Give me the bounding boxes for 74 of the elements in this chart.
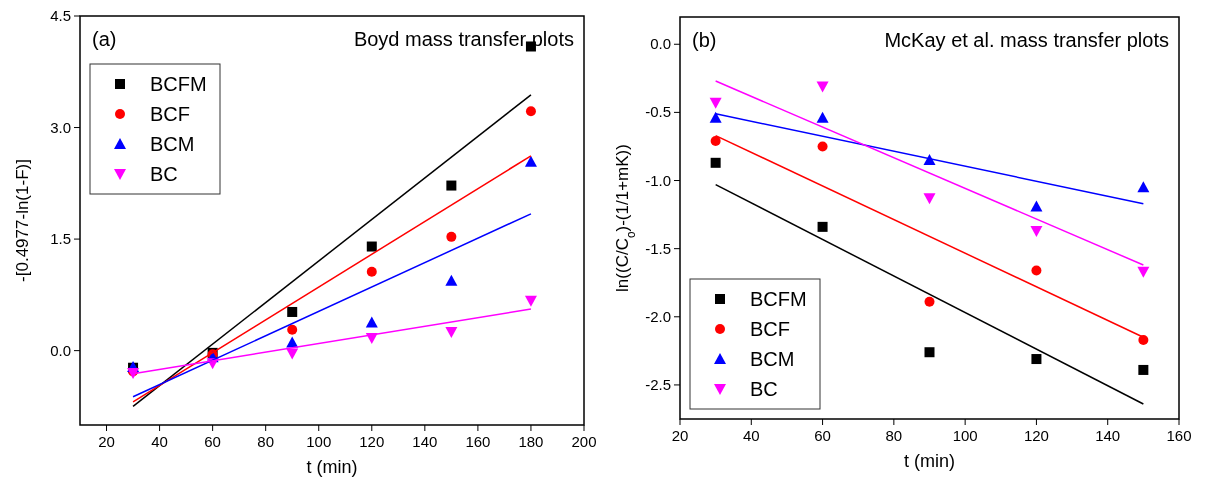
point: [446, 180, 457, 191]
y-tick-label: 0.0: [50, 341, 71, 359]
x-tick-label: 60: [204, 433, 221, 450]
x-axis-title: t (min): [306, 457, 358, 477]
point: [1138, 334, 1149, 345]
x-tick-label: 100: [306, 433, 332, 450]
legend-label: BCF: [750, 318, 790, 340]
legend-label: BCM: [150, 133, 195, 155]
point: [709, 97, 722, 109]
legend-label: BCM: [750, 348, 795, 370]
point: [524, 295, 537, 307]
y-tick-label: -1.5: [645, 239, 671, 257]
point: [816, 81, 829, 93]
point: [1030, 225, 1043, 237]
annotation: (b): [692, 29, 717, 51]
x-tick-label: 140: [1095, 427, 1121, 444]
point: [710, 157, 721, 168]
y-tick-label: 3.0: [50, 118, 71, 136]
annotation: (a): [92, 28, 117, 50]
point: [924, 296, 935, 307]
legend-label: BC: [750, 378, 778, 400]
x-tick-label: 40: [151, 433, 168, 450]
text: McKay et al. mass transfer plots: [884, 29, 1169, 51]
x-tick-label: 120: [1023, 427, 1049, 444]
point: [1031, 265, 1042, 276]
x-axis-title: t (min): [904, 451, 955, 471]
point: [1030, 200, 1043, 212]
x-tick-label: 140: [412, 433, 438, 450]
point: [445, 274, 458, 286]
point: [286, 348, 299, 360]
point: [923, 193, 936, 205]
point: [287, 324, 298, 335]
point: [817, 141, 828, 152]
x-tick-label: 180: [518, 433, 544, 450]
x-tick-label: 20: [98, 433, 115, 450]
point: [1138, 364, 1149, 375]
x-tick-label: 200: [571, 433, 597, 450]
point: [816, 111, 829, 123]
point: [524, 155, 537, 167]
point: [1137, 181, 1150, 193]
x-tick-label: 120: [359, 433, 385, 450]
x-tick-label: 60: [814, 427, 831, 444]
point: [287, 306, 298, 317]
point: [366, 266, 377, 277]
x-tick-label: 20: [671, 427, 689, 444]
point: [1031, 354, 1042, 365]
x-tick-label: 40: [742, 427, 760, 444]
point: [710, 136, 721, 147]
x-tick-label: 80: [885, 427, 903, 444]
x-tick-label: 160: [465, 433, 491, 450]
point: [817, 221, 828, 232]
point: [709, 111, 722, 123]
y-tick-label: -1.0: [645, 171, 671, 189]
point: [445, 327, 458, 339]
point: [365, 316, 378, 328]
y-tick-label: 4.5: [50, 7, 71, 24]
legend-label: BCF: [150, 103, 190, 125]
y-tick-label: -0.5: [645, 103, 671, 121]
y-tick-label: 0.0: [650, 35, 671, 53]
x-tick-label: 160: [1166, 427, 1192, 444]
legend-label: BCFM: [750, 288, 807, 310]
legend-label: BCFM: [150, 73, 207, 95]
y-tick-label: 1.5: [50, 230, 71, 248]
point: [525, 106, 536, 117]
point: [366, 241, 377, 252]
y-tick-label: -2.0: [645, 307, 671, 325]
point: [1137, 266, 1150, 278]
point: [446, 231, 457, 242]
legend-label: BC: [150, 163, 178, 185]
x-tick-label: 100: [952, 427, 978, 444]
y-axis-title: -[0.4977-ln(1-F)]: [13, 159, 32, 282]
y-tick-label: -2.5: [645, 375, 671, 393]
x-tick-label: 80: [257, 433, 275, 450]
point: [924, 347, 935, 358]
